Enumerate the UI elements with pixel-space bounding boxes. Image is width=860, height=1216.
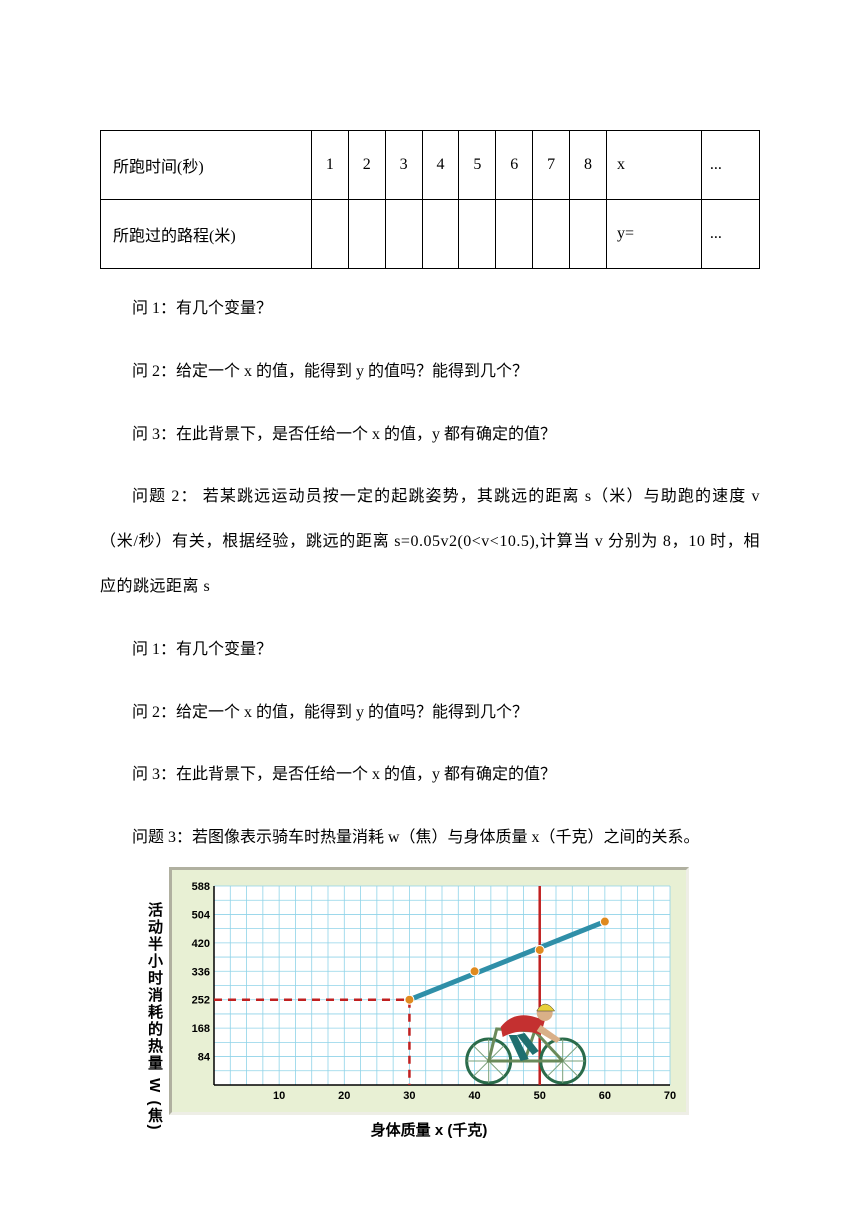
table-cell (385, 200, 422, 269)
table-cell-dots: ... (701, 131, 759, 200)
page-content: 所跑时间(秒) 1 2 3 4 5 6 7 8 x ... 所跑过的路程(米) … (0, 0, 860, 1160)
table-row: 所跑过的路程(米) y= ... (101, 200, 760, 269)
table-cell (533, 200, 570, 269)
question-2: 问 2：给定一个 x 的值，能得到 y 的值吗？能得到几个？ (100, 350, 760, 395)
table-cell: 6 (496, 131, 533, 200)
chart-frame: 84 168 252 336 420 504 588 10 20 30 40 50 60 70 (169, 867, 689, 1115)
problem-3: 问题 3：若图像表示骑车时热量消耗 w（焦）与身体质量 x（千克）之间的关系。 (100, 816, 760, 861)
svg-text:504: 504 (192, 909, 211, 921)
row-label: 所跑时间(秒) (101, 131, 312, 200)
chart-ylabel: 活动半小时消耗的热量 W (焦) (140, 867, 169, 1140)
chart-xlabel: 身体质量 x (千克) (169, 1119, 689, 1140)
chart-figure: 活动半小时消耗的热量 W (焦) 84 168 252 336 420 504 588 10 2… (140, 867, 760, 1140)
table-cell (496, 200, 533, 269)
svg-text:50: 50 (534, 1090, 546, 1102)
table-cell (348, 200, 385, 269)
table-cell (459, 200, 496, 269)
svg-text:168: 168 (192, 1023, 210, 1035)
chart-container: 84 168 252 336 420 504 588 10 20 30 40 50 60 70 身体质量 … (169, 867, 689, 1140)
question-3b: 问 3：在此背景下，是否任给一个 x 的值，y 都有确定的值？ (100, 753, 760, 798)
table-cell: 2 (348, 131, 385, 200)
question-2b: 问 2：给定一个 x 的值，能得到 y 的值吗？能得到几个？ (100, 691, 760, 736)
svg-text:336: 336 (192, 966, 210, 978)
problem-2: 问题 2： 若某跳远运动员按一定的起跳姿势，其跳远的距离 s（米）与助跑的速度 … (100, 475, 760, 609)
table-cell: 8 (570, 131, 607, 200)
chart-svg: 84 168 252 336 420 504 588 10 20 30 40 50 60 70 (180, 878, 680, 1103)
table-cell: 4 (422, 131, 459, 200)
table-cell-y: y= (607, 200, 702, 269)
svg-text:10: 10 (273, 1090, 285, 1102)
table-cell-x: x (607, 131, 702, 200)
table-cell: 5 (459, 131, 496, 200)
table-cell (311, 200, 348, 269)
question-1b: 问 1：有几个变量？ (100, 628, 760, 673)
table-cell (422, 200, 459, 269)
svg-text:60: 60 (599, 1090, 611, 1102)
table-row: 所跑时间(秒) 1 2 3 4 5 6 7 8 x ... (101, 131, 760, 200)
table-cell (570, 200, 607, 269)
time-distance-table: 所跑时间(秒) 1 2 3 4 5 6 7 8 x ... 所跑过的路程(米) … (100, 130, 760, 269)
question-3: 问 3：在此背景下，是否任给一个 x 的值，y 都有确定的值？ (100, 413, 760, 458)
svg-text:252: 252 (192, 995, 210, 1007)
table-cell: 7 (533, 131, 570, 200)
svg-text:20: 20 (338, 1090, 350, 1102)
svg-text:30: 30 (403, 1090, 415, 1102)
svg-text:70: 70 (664, 1090, 676, 1102)
question-1: 问 1：有几个变量？ (100, 287, 760, 332)
svg-text:84: 84 (198, 1052, 211, 1064)
svg-text:40: 40 (468, 1090, 480, 1102)
row-label: 所跑过的路程(米) (101, 200, 312, 269)
table-cell: 1 (311, 131, 348, 200)
svg-text:420: 420 (192, 938, 210, 950)
table-cell-dots: ... (701, 200, 759, 269)
svg-text:588: 588 (192, 881, 210, 893)
table-cell: 3 (385, 131, 422, 200)
